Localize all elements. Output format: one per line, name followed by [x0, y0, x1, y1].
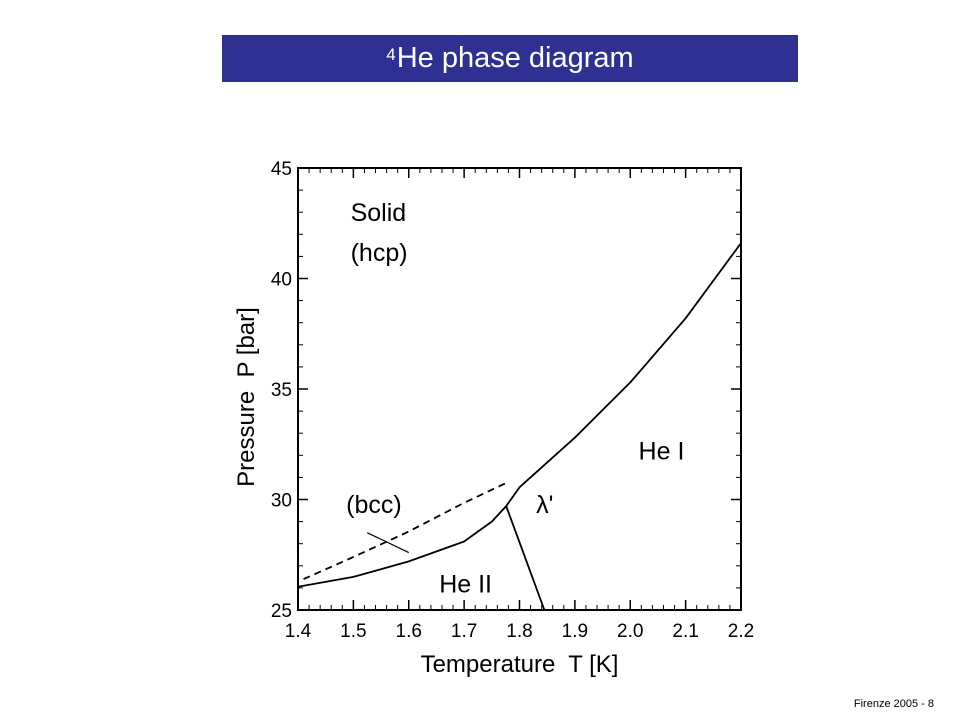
y-axis-label: Pressure P [bar]: [233, 307, 260, 487]
label-bcc: (bcc): [346, 491, 402, 519]
lambda-line: [505, 505, 546, 610]
slide-title: 4 He phase diagram: [222, 35, 798, 82]
y-tick-label: 40: [271, 270, 292, 291]
label-he-ii: He II: [439, 570, 492, 598]
y-tick-label: 25: [271, 601, 292, 622]
label-hcp: (hcp): [351, 239, 408, 267]
x-tick-label: 2.1: [672, 621, 698, 642]
x-tick-label: 1.8: [506, 621, 532, 642]
x-tick-label: 2.0: [617, 621, 643, 642]
bcc-boundary-dashed-line: [303, 482, 507, 580]
y-tick-label: 35: [271, 380, 292, 401]
bcc-leader-line: [366, 532, 410, 554]
x-tick-label: 1.6: [396, 621, 422, 642]
title-text: He phase diagram: [396, 42, 634, 74]
footer-label: Firenze 2005 - 8: [853, 698, 934, 710]
x-axis-label: Temperature T [K]: [421, 651, 619, 678]
label-he-i: He I: [639, 438, 685, 466]
x-tick-label: 1.4: [285, 621, 312, 642]
y-tick-label: 30: [271, 491, 292, 512]
label-lambda-prime: λ': [536, 491, 553, 519]
label-solid: Solid: [351, 199, 407, 227]
title-superscript: 4: [386, 44, 396, 64]
x-tick-label: 2.2: [728, 621, 754, 642]
y-tick-label: 45: [271, 159, 292, 180]
x-tick-label: 1.9: [562, 621, 588, 642]
x-tick-label: 1.7: [451, 621, 477, 642]
melting-curve-line: [298, 241, 741, 588]
x-tick-label: 1.5: [340, 621, 366, 642]
